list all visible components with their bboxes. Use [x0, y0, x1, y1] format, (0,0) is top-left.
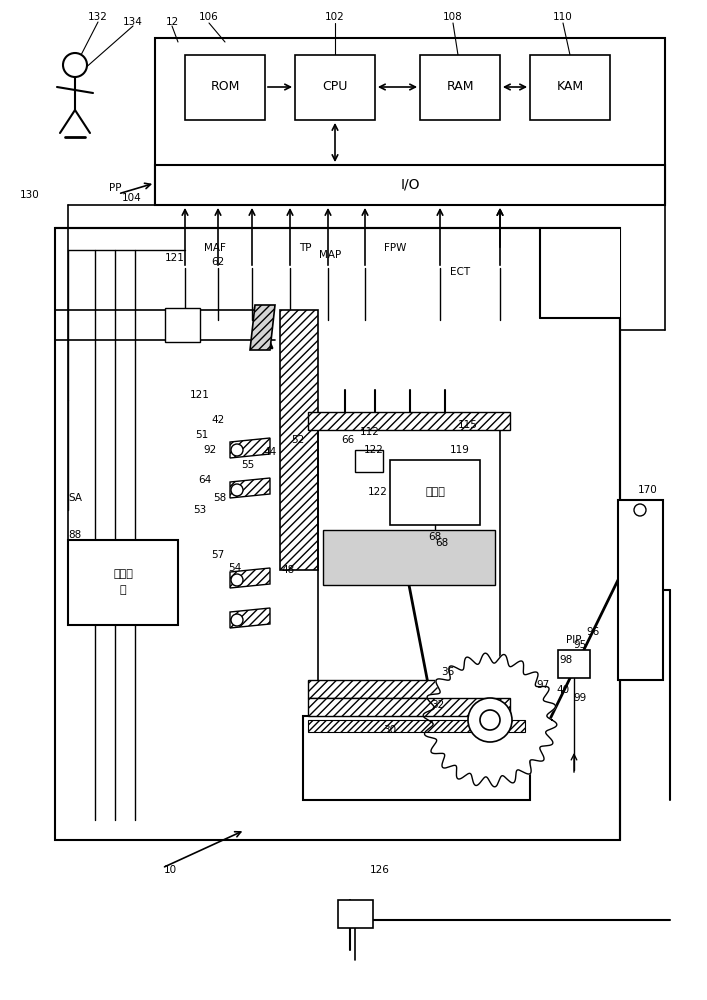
Bar	[618, 500, 663, 680]
Text: 121: 121	[165, 253, 185, 263]
Text: 57: 57	[211, 550, 225, 560]
Bar	[308, 680, 510, 698]
Bar	[308, 720, 525, 732]
Text: 92: 92	[204, 445, 216, 455]
Text: 68: 68	[428, 532, 442, 542]
Text: 99: 99	[573, 693, 587, 703]
Bar	[558, 650, 590, 678]
Bar	[420, 55, 500, 120]
Text: 32: 32	[431, 700, 445, 710]
Polygon shape	[230, 608, 270, 628]
Text: 122: 122	[364, 445, 384, 455]
Text: 96: 96	[586, 627, 600, 637]
Bar	[390, 460, 480, 525]
Text: PP: PP	[109, 183, 121, 193]
Text: 48: 48	[281, 565, 295, 575]
Text: 121: 121	[190, 390, 210, 400]
Text: RAM: RAM	[446, 81, 474, 94]
Text: 95: 95	[573, 640, 587, 650]
Bar	[280, 310, 318, 570]
Circle shape	[231, 484, 243, 496]
Text: 驱动器: 驱动器	[425, 487, 445, 497]
Text: 55: 55	[241, 460, 255, 470]
Text: 122: 122	[368, 487, 388, 497]
Text: 68: 68	[436, 538, 449, 548]
Text: 170: 170	[638, 485, 658, 495]
Text: 统: 统	[119, 585, 127, 595]
Text: 108: 108	[443, 12, 463, 22]
Text: MAP: MAP	[319, 250, 341, 260]
Text: 110: 110	[553, 12, 573, 22]
Bar	[308, 412, 510, 430]
Bar	[530, 55, 610, 120]
Polygon shape	[250, 305, 275, 350]
Text: TP: TP	[299, 243, 311, 253]
Text: 115: 115	[458, 420, 478, 430]
Text: CPU: CPU	[322, 81, 348, 94]
Text: 44: 44	[264, 447, 276, 457]
Bar	[165, 308, 200, 342]
Bar	[323, 530, 495, 585]
Text: 97: 97	[537, 680, 549, 690]
Bar	[355, 450, 383, 472]
Text: 10: 10	[163, 865, 177, 875]
Bar	[68, 540, 178, 625]
Text: 51: 51	[195, 430, 209, 440]
Text: 64: 64	[199, 475, 211, 485]
Text: 88: 88	[68, 530, 81, 540]
Text: 119: 119	[450, 445, 470, 455]
Text: 130: 130	[20, 190, 40, 200]
Circle shape	[231, 574, 243, 586]
Polygon shape	[303, 716, 530, 800]
Text: 点火系: 点火系	[113, 569, 133, 579]
Text: 62: 62	[211, 257, 225, 267]
Bar	[540, 228, 620, 318]
Text: 30: 30	[383, 725, 397, 735]
Text: 98: 98	[559, 655, 573, 665]
Polygon shape	[423, 653, 557, 787]
Text: 36: 36	[441, 667, 455, 677]
Circle shape	[634, 504, 646, 516]
Text: SA: SA	[68, 493, 82, 503]
Bar	[295, 55, 375, 120]
Circle shape	[480, 710, 500, 730]
Polygon shape	[230, 438, 270, 458]
Text: 134: 134	[123, 17, 143, 27]
Bar	[155, 165, 665, 205]
Circle shape	[231, 444, 243, 456]
Text: 112: 112	[360, 427, 380, 437]
Text: MAF: MAF	[204, 243, 226, 253]
Text: I/O: I/O	[400, 178, 420, 192]
Circle shape	[468, 698, 512, 742]
Text: FPW: FPW	[384, 243, 407, 253]
Text: 42: 42	[211, 415, 225, 425]
Text: 12: 12	[165, 17, 179, 27]
Text: KAM: KAM	[556, 81, 583, 94]
Bar	[155, 38, 665, 203]
Text: 58: 58	[214, 493, 227, 503]
Text: 40: 40	[556, 685, 570, 695]
Text: 66: 66	[341, 435, 355, 445]
Polygon shape	[230, 568, 270, 588]
Text: 53: 53	[194, 505, 206, 515]
Text: ECT: ECT	[450, 267, 470, 277]
Bar	[55, 228, 620, 840]
Text: 104: 104	[122, 193, 142, 203]
Text: PIP: PIP	[566, 635, 582, 645]
Text: 102: 102	[325, 12, 345, 22]
Text: 126: 126	[370, 865, 390, 875]
Bar	[338, 900, 373, 928]
Text: ROM: ROM	[210, 81, 240, 94]
Text: 52: 52	[291, 435, 305, 445]
Text: 106: 106	[199, 12, 219, 22]
Polygon shape	[230, 478, 270, 498]
Circle shape	[63, 53, 87, 77]
Bar	[308, 698, 510, 716]
Text: 132: 132	[88, 12, 108, 22]
Text: 54: 54	[228, 563, 242, 573]
Circle shape	[231, 614, 243, 626]
Bar	[185, 55, 265, 120]
